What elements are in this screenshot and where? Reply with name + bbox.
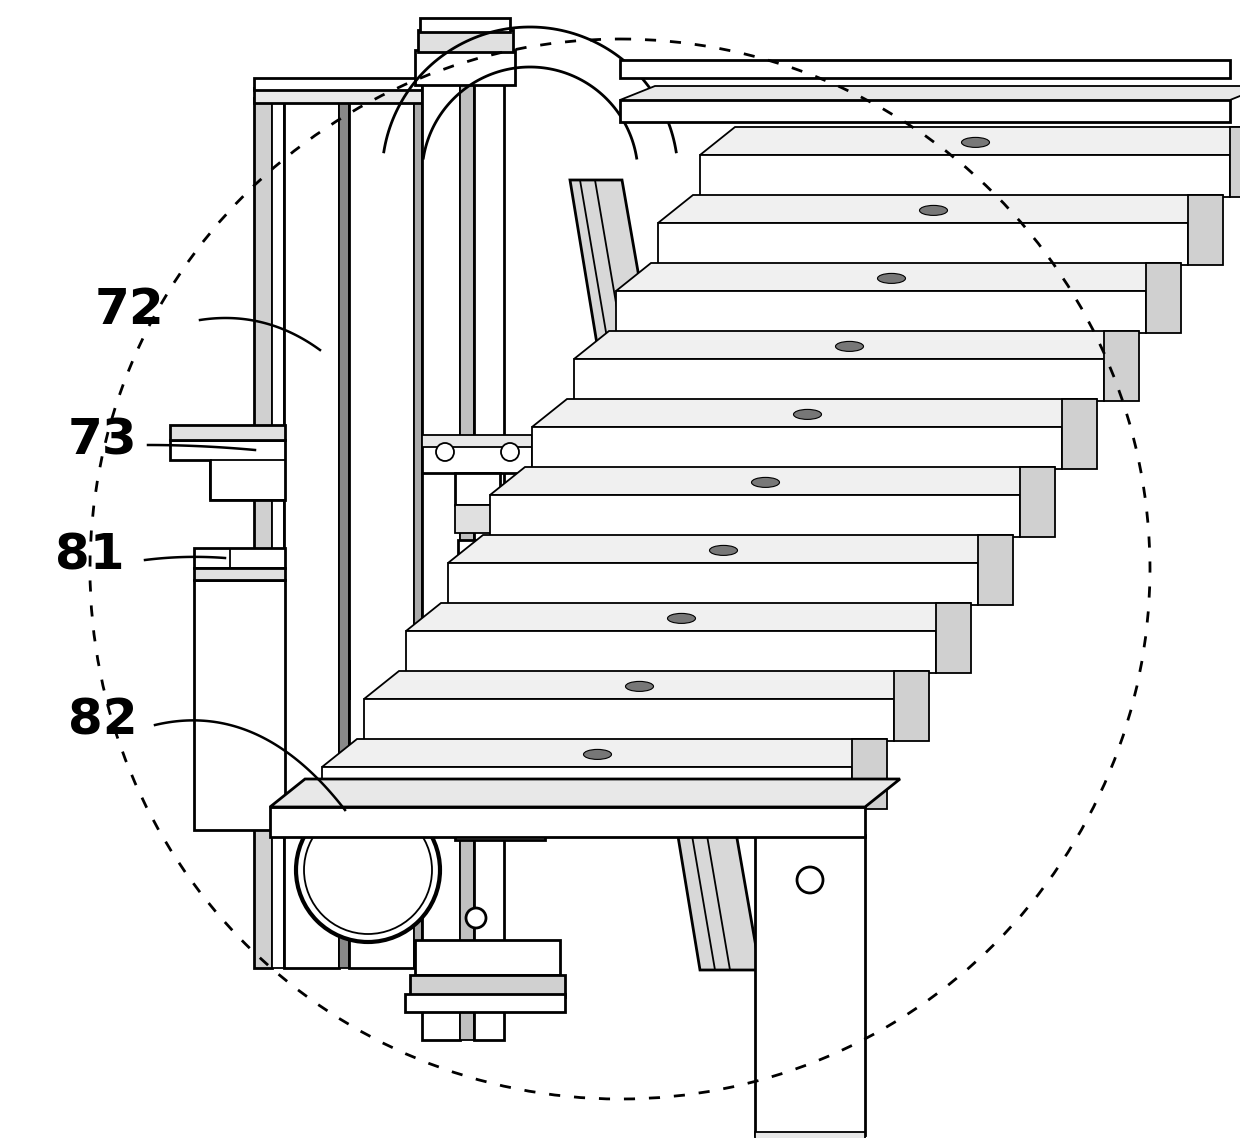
Ellipse shape: [584, 750, 611, 759]
Bar: [405, 993, 565, 1012]
Bar: [463, 600, 537, 640]
Ellipse shape: [836, 341, 863, 352]
Circle shape: [304, 806, 432, 934]
Bar: [415, 50, 515, 85]
Bar: [254, 98, 272, 968]
Bar: [620, 60, 1230, 79]
Bar: [460, 758, 546, 793]
Bar: [348, 98, 414, 968]
Circle shape: [797, 867, 823, 893]
Polygon shape: [894, 671, 929, 741]
Polygon shape: [570, 180, 760, 970]
Circle shape: [501, 443, 520, 461]
Polygon shape: [1146, 263, 1180, 333]
Polygon shape: [701, 127, 1240, 155]
Bar: [322, 767, 852, 809]
Bar: [284, 98, 339, 968]
Polygon shape: [658, 195, 1223, 223]
Polygon shape: [936, 603, 971, 673]
Bar: [365, 699, 894, 741]
Text: 73: 73: [68, 417, 138, 464]
Bar: [475, 668, 497, 690]
Bar: [270, 807, 866, 838]
Ellipse shape: [878, 273, 905, 283]
Polygon shape: [978, 535, 1013, 605]
Polygon shape: [405, 603, 971, 630]
Polygon shape: [1188, 195, 1223, 265]
Bar: [415, 940, 560, 975]
Polygon shape: [620, 86, 1240, 100]
Bar: [254, 79, 422, 90]
Bar: [455, 790, 546, 840]
Bar: [620, 100, 1230, 122]
Ellipse shape: [920, 205, 947, 215]
Bar: [455, 505, 500, 533]
Bar: [616, 291, 1146, 333]
Polygon shape: [616, 263, 1180, 291]
Polygon shape: [852, 739, 887, 809]
Bar: [193, 549, 285, 568]
Bar: [701, 155, 1230, 197]
Ellipse shape: [751, 478, 780, 487]
Polygon shape: [1061, 399, 1097, 469]
Bar: [455, 473, 500, 505]
Circle shape: [436, 443, 454, 461]
Polygon shape: [1021, 467, 1055, 537]
Polygon shape: [270, 780, 900, 807]
Ellipse shape: [625, 682, 653, 692]
Bar: [422, 445, 532, 473]
Bar: [474, 50, 503, 1040]
Bar: [193, 580, 285, 830]
Bar: [532, 427, 1061, 469]
Polygon shape: [365, 671, 929, 699]
Polygon shape: [532, 399, 1097, 427]
Ellipse shape: [709, 545, 738, 555]
Text: 82: 82: [68, 696, 138, 744]
Polygon shape: [574, 331, 1140, 358]
Bar: [455, 690, 546, 760]
Bar: [658, 223, 1188, 265]
Text: 72: 72: [95, 286, 165, 333]
Polygon shape: [1104, 331, 1140, 401]
Polygon shape: [490, 467, 1055, 495]
Bar: [574, 358, 1104, 401]
Circle shape: [296, 798, 440, 942]
Ellipse shape: [961, 138, 990, 148]
Bar: [410, 975, 565, 997]
Polygon shape: [322, 739, 887, 767]
Bar: [422, 435, 532, 447]
Bar: [339, 98, 348, 968]
Bar: [193, 568, 285, 580]
Bar: [418, 30, 513, 52]
Bar: [755, 1132, 866, 1138]
Bar: [422, 50, 460, 1040]
Bar: [755, 835, 866, 1135]
Ellipse shape: [667, 613, 696, 624]
Bar: [460, 640, 538, 668]
Polygon shape: [448, 535, 1013, 563]
Polygon shape: [170, 440, 285, 500]
Circle shape: [466, 908, 486, 927]
Bar: [458, 541, 538, 600]
Text: 81: 81: [55, 531, 125, 579]
Bar: [272, 98, 284, 968]
Bar: [405, 630, 936, 673]
Bar: [420, 18, 510, 32]
Ellipse shape: [794, 410, 821, 420]
Bar: [490, 495, 1021, 537]
Polygon shape: [170, 424, 285, 440]
Circle shape: [477, 767, 503, 793]
Polygon shape: [1230, 127, 1240, 197]
Bar: [254, 88, 422, 104]
Bar: [414, 98, 422, 968]
Bar: [460, 50, 474, 1040]
Circle shape: [477, 677, 503, 703]
Bar: [448, 563, 978, 605]
